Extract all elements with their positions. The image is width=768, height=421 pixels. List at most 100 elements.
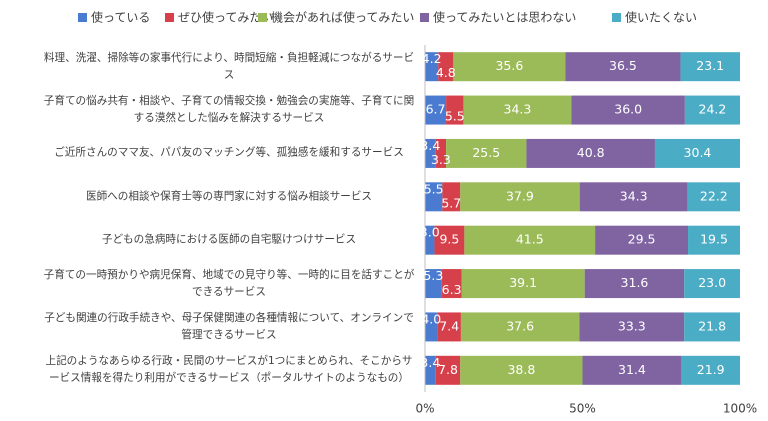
value-label: 5.5 <box>445 109 465 124</box>
value-label: 19.5 <box>700 232 728 247</box>
bar-segment <box>681 355 740 385</box>
bar-segment <box>684 95 740 125</box>
value-label: 5.7 <box>441 195 461 210</box>
bar-segment <box>425 269 442 299</box>
plot <box>425 52 740 385</box>
bar-segment <box>684 312 740 342</box>
legend-swatch <box>612 13 621 22</box>
bar-segment <box>438 52 454 82</box>
bar-segment <box>437 312 461 342</box>
value-label: 40.8 <box>577 145 605 160</box>
value-label: 33.3 <box>618 318 646 333</box>
bar-segment <box>579 182 688 212</box>
value-label: 41.5 <box>516 232 544 247</box>
category-label: 子育ての一時預かりや病児保育、地域での見守り等、一時的に目を話すことができるサー… <box>43 268 415 298</box>
bar-segment <box>425 138 436 168</box>
legend-swatch <box>420 13 429 22</box>
value-label: 6.7 <box>426 102 446 117</box>
x-tick-label: 100% <box>723 402 757 416</box>
value-label: 30.4 <box>684 145 712 160</box>
bar-segment <box>526 138 655 168</box>
bar-segment <box>582 355 682 385</box>
bar-segment <box>684 269 740 299</box>
bar-segment <box>425 312 438 342</box>
value-label: 37.9 <box>506 188 534 203</box>
value-label: 7.4 <box>439 318 459 333</box>
legend-label: ぜひ使ってみたい <box>178 10 273 25</box>
bar-segment <box>595 225 689 255</box>
value-label: 22.2 <box>700 188 728 203</box>
bar-segment <box>680 52 740 82</box>
bar-segment <box>688 225 740 255</box>
bar-segment <box>584 269 685 299</box>
value-label: 34.3 <box>504 102 532 117</box>
value-label: 35.6 <box>495 58 523 73</box>
bar-segment <box>571 95 685 125</box>
bar-segment <box>579 312 685 342</box>
legend-swatch <box>165 13 174 22</box>
bar-segment <box>464 225 596 255</box>
x-tick-label: 50% <box>569 402 596 416</box>
bar-segment <box>434 225 465 255</box>
value-label: 7.8 <box>438 362 458 377</box>
value-label: 9.5 <box>439 232 459 247</box>
value-label: 36.5 <box>609 58 637 73</box>
value-label: 23.0 <box>698 275 726 290</box>
value-label: 38.8 <box>507 362 535 377</box>
value-label: 36.0 <box>614 102 642 117</box>
legend-label: 使ってみたいとは思わない <box>433 10 576 25</box>
bar-segment <box>425 95 447 125</box>
bar-segment <box>463 95 572 125</box>
bar-segment <box>425 355 436 385</box>
category-label: 料理、洗濯、掃除等の家事代行により、時間短縮・負担軽減につながるサービス <box>43 51 415 81</box>
bar-segment <box>425 52 439 82</box>
bar-segment <box>425 225 435 255</box>
legend-swatch <box>258 13 267 22</box>
value-label: 39.1 <box>509 275 537 290</box>
bar-segment <box>565 52 681 82</box>
value-label: 6.3 <box>442 282 462 297</box>
x-tick-label: 0% <box>415 402 434 416</box>
bar-segment <box>446 95 464 125</box>
legend-swatch <box>78 13 87 22</box>
bar-segment <box>446 138 527 168</box>
value-label: 34.3 <box>620 188 648 203</box>
bar-segment <box>460 312 580 342</box>
value-label: 31.4 <box>618 362 646 377</box>
value-label: 3.4 <box>420 138 440 153</box>
legend-label: 機会があれば使ってみたい <box>271 10 414 25</box>
value-label: 4.2 <box>422 51 442 66</box>
legend-label: 使っている <box>91 10 150 25</box>
bar-segment <box>654 138 740 168</box>
category-label: 上記のようなあらゆる行政・民間のサービスが1つにまとめられ、そこからサービス情報… <box>45 355 413 385</box>
value-label: 25.5 <box>472 145 500 160</box>
value-label: 29.5 <box>628 232 656 247</box>
category-label: 医師への相談や保育士等の専門家に対する悩み相談サービス <box>85 190 373 203</box>
value-label: 5.5 <box>424 181 444 196</box>
bar-segment <box>461 269 585 299</box>
value-label: 3.4 <box>420 355 440 370</box>
value-label: 3.3 <box>431 152 451 167</box>
value-label: 4.0 <box>421 311 441 326</box>
legend-label: 使いたくない <box>625 10 697 25</box>
value-label: 21.8 <box>698 318 726 333</box>
value-label: 31.6 <box>621 275 649 290</box>
bar-segment <box>460 182 580 212</box>
bar-segment <box>460 355 583 385</box>
value-label: 4.8 <box>436 65 456 80</box>
value-label: 24.2 <box>699 102 727 117</box>
value-label: 23.1 <box>696 58 724 73</box>
category-label: 子ども関連の行政手続きや、母子保健関連の各種情報について、オンラインで管理できる… <box>44 311 414 341</box>
value-label: 21.9 <box>697 362 725 377</box>
value-label: 37.6 <box>506 318 534 333</box>
bar-segment <box>441 269 462 299</box>
category-label: 子どもの急病時における医師の自宅駆けつけサービス <box>101 233 357 246</box>
bar-segment <box>442 182 461 212</box>
bar-segment <box>435 138 447 168</box>
bar-segment <box>425 182 443 212</box>
value-label: 3.0 <box>420 225 440 240</box>
category-label: 子育ての悩み共有・相談や、子育ての情報交換・勉強会の実施等、子育てに関する漠然と… <box>43 95 415 125</box>
bar-segment <box>453 52 566 82</box>
